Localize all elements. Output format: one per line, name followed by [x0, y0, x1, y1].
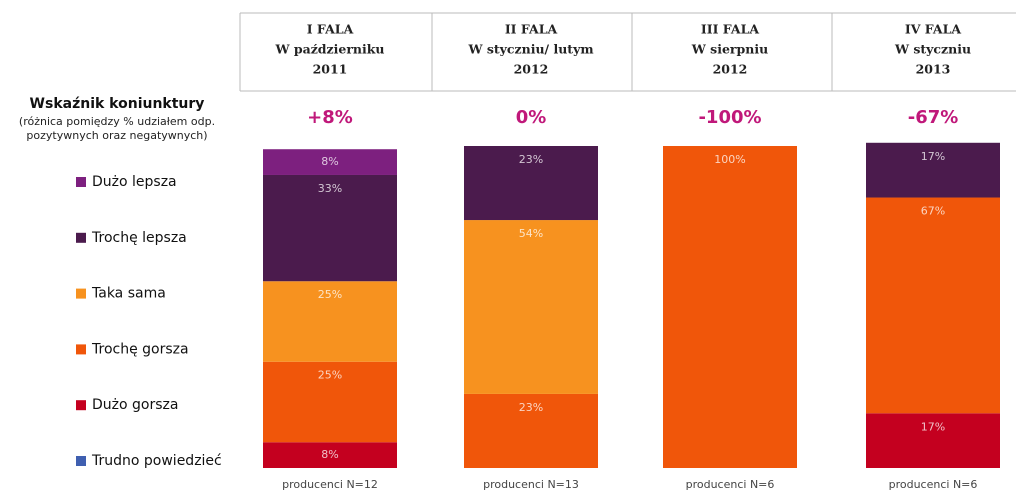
- data-label: 17%: [921, 420, 945, 433]
- column-header: 2011: [313, 62, 348, 77]
- column-header: W styczniu: [894, 42, 971, 57]
- data-label: 25%: [318, 369, 342, 382]
- bar-segment: [866, 142, 1000, 198]
- legend-label: Trudno powiedzieć: [91, 453, 222, 469]
- subtitle: (różnica pomiędzy % udziałem odp.: [19, 115, 215, 128]
- column-header: W sierpniu: [691, 42, 768, 57]
- bar-segment: [263, 149, 397, 175]
- legend-swatch: [76, 232, 86, 243]
- x-tick-label: producenci N=6: [889, 478, 978, 491]
- column-header: W październiku: [274, 42, 384, 57]
- bar-segment: [464, 220, 598, 394]
- indicator-value: 0%: [516, 107, 547, 128]
- bar-segment: [464, 393, 598, 468]
- indicator-value: -67%: [908, 107, 959, 128]
- header-grid: [239, 12, 1016, 92]
- legend-label: Trochę gorsza: [91, 341, 189, 357]
- bar-segment: [263, 174, 397, 282]
- data-label: 67%: [921, 205, 945, 218]
- legend-label: Taka sama: [91, 286, 166, 302]
- x-tick-label: producenci N=12: [282, 478, 378, 491]
- column-header: III FALA: [701, 22, 760, 37]
- column-header: IV FALA: [905, 22, 962, 37]
- data-label: 8%: [321, 448, 338, 461]
- legend-swatch: [76, 288, 86, 299]
- indicator-value: -100%: [698, 107, 761, 128]
- bar-segment: [663, 146, 797, 468]
- column-header: 2012: [514, 62, 549, 77]
- legend-swatch: [76, 177, 86, 187]
- column-header: 2013: [916, 62, 951, 77]
- subtitle: pozytywnych oraz negatywnych): [26, 129, 207, 142]
- indicator-value: +8%: [307, 107, 353, 128]
- legend-swatch: [76, 344, 86, 355]
- bar-segment: [464, 146, 598, 221]
- bar-segment: [866, 413, 1000, 468]
- data-label: 8%: [321, 155, 338, 168]
- bar-segment: [263, 442, 397, 468]
- bar-segment: [263, 361, 397, 443]
- bar-segment: [263, 281, 397, 362]
- data-label: 23%: [519, 153, 543, 166]
- data-label: 100%: [714, 153, 745, 166]
- column-header: II FALA: [505, 22, 558, 37]
- data-label: 33%: [318, 182, 342, 195]
- data-label: 54%: [519, 227, 543, 240]
- chart-title: Wskaźnik koniunktury: [30, 96, 205, 112]
- column-header: 2012: [713, 62, 748, 77]
- data-label: 23%: [519, 401, 543, 414]
- legend-swatch: [76, 400, 86, 411]
- bar-segment: [866, 197, 1000, 414]
- legend-label: Dużo gorsza: [92, 397, 178, 413]
- legend-label: Trochę lepsza: [91, 230, 187, 246]
- data-label: 17%: [921, 150, 945, 163]
- legend-label: Dużo lepsza: [92, 174, 177, 190]
- x-tick-label: producenci N=6: [686, 478, 775, 491]
- x-tick-label: producenci N=13: [483, 478, 579, 491]
- column-header: I FALA: [307, 22, 354, 37]
- legend-swatch: [76, 456, 86, 466]
- data-label: 25%: [318, 288, 342, 301]
- column-header: W styczniu/ lutym: [467, 42, 593, 57]
